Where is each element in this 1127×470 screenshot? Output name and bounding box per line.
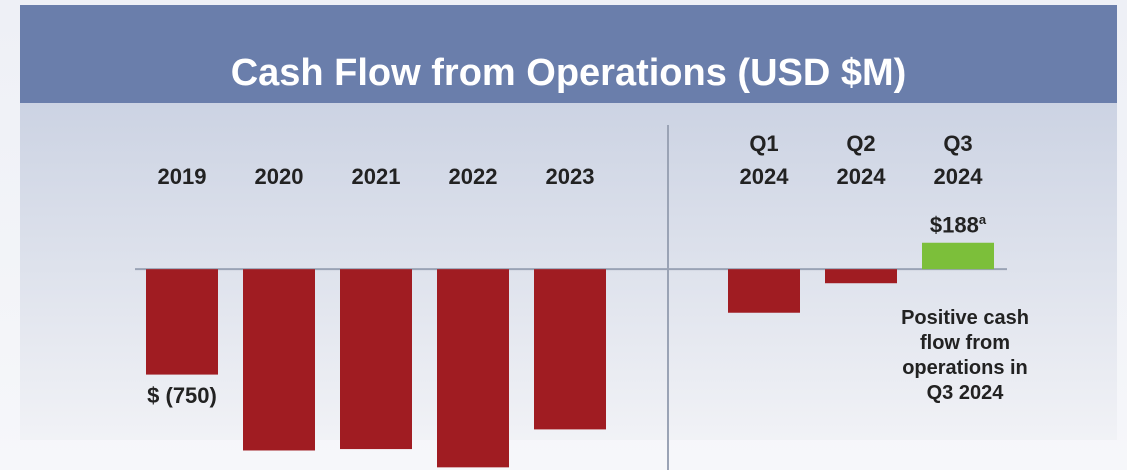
x-tick-label: Q2 2024 [836,131,886,189]
bar [728,269,800,313]
bar [437,269,509,468]
x-tick-label: Q1 2024 [739,131,789,189]
chart-title: Cash Flow from Operations (USD $M) [230,52,907,94]
bar [534,269,606,430]
bar [340,269,412,450]
footnote-marker: a [978,211,987,227]
x-tick-label: 2021 [351,164,401,189]
value-label: $188a [929,211,987,238]
x-tick-label: 2020 [254,164,304,189]
x-tick-label: 2023 [545,164,595,189]
x-tick-label: Q3 2024 [933,131,983,189]
x-tick-label: 2022 [448,164,498,189]
annotation: Positive cash flow from operations in Q3… [901,307,1029,404]
bar [825,269,897,284]
title-band [20,5,1117,103]
bar [146,269,218,375]
bar [922,242,994,270]
value-label: $ (750) [147,382,217,408]
x-tick-label: 2019 [157,164,207,189]
bar [243,269,315,451]
